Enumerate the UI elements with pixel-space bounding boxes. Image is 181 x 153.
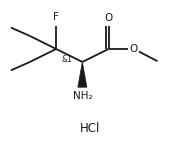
Text: NH₂: NH₂: [73, 91, 92, 101]
Text: F: F: [53, 12, 59, 22]
Text: &1: &1: [62, 56, 72, 64]
Text: O: O: [130, 44, 138, 54]
Polygon shape: [78, 62, 87, 87]
Text: O: O: [105, 13, 113, 23]
Text: HCl: HCl: [80, 122, 101, 135]
